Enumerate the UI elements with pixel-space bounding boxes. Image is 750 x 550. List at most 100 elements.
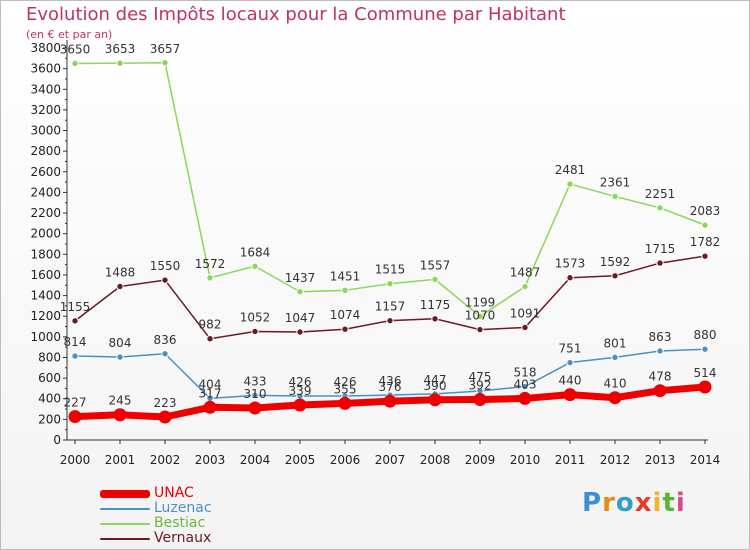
data-label-luzenac: 433 xyxy=(244,374,267,388)
data-label-unac: 227 xyxy=(64,396,87,410)
x-tick-label: 2014 xyxy=(690,453,721,467)
data-point-vernaux xyxy=(161,276,169,284)
data-label-bestiac: 1199 xyxy=(465,295,496,309)
data-label-bestiac: 1515 xyxy=(375,263,406,277)
data-point-vernaux xyxy=(116,282,124,291)
data-label-vernaux: 1175 xyxy=(420,298,451,312)
y-tick-label: 2800 xyxy=(30,144,61,158)
data-label-vernaux: 1070 xyxy=(465,309,496,323)
data-point-luzenac xyxy=(611,353,619,362)
data-label-luzenac: 436 xyxy=(379,374,402,388)
data-label-bestiac: 3657 xyxy=(150,42,181,56)
data-point-bestiac xyxy=(296,288,304,296)
data-point-bestiac xyxy=(521,282,529,291)
data-point-bestiac xyxy=(476,312,484,321)
data-point-unac xyxy=(563,388,577,402)
data-label-unac: 514 xyxy=(694,366,717,380)
data-point-vernaux xyxy=(206,334,214,343)
data-label-unac: 392 xyxy=(469,379,492,393)
data-point-vernaux xyxy=(71,317,79,325)
axes: 0 200 400 600 800 1000 1200 1400 1600 1800 2000 220… xyxy=(30,40,720,467)
data-label-luzenac: 814 xyxy=(64,335,87,349)
data-label-unac: 410 xyxy=(604,377,627,391)
data-label-bestiac: 3650 xyxy=(60,42,91,56)
data-label-unac: 317 xyxy=(199,386,222,400)
y-tick-label: 1800 xyxy=(30,247,61,261)
x-tick-label: 2011 xyxy=(555,453,586,467)
x-tick-label: 2009 xyxy=(465,453,496,467)
data-point-luzenac xyxy=(701,345,709,353)
data-label-bestiac: 1684 xyxy=(240,245,271,259)
data-point-bestiac xyxy=(71,59,79,68)
y-tick-label: 3000 xyxy=(30,124,61,138)
data-point-unac xyxy=(698,380,712,394)
x-tick-label: 2013 xyxy=(645,453,676,467)
logo-letter: r xyxy=(602,488,616,518)
data-point-unac xyxy=(293,398,307,412)
data-point-luzenac xyxy=(566,358,574,367)
data-point-vernaux xyxy=(431,315,439,323)
data-label-unac: 355 xyxy=(334,382,357,396)
legend-swatch xyxy=(100,522,150,525)
y-tick-label: 3600 xyxy=(30,62,61,76)
data-point-luzenac xyxy=(251,391,259,400)
data-label-unac: 478 xyxy=(649,370,672,384)
data-label-unac: 403 xyxy=(514,377,537,391)
y-tick-label: 2000 xyxy=(30,227,61,241)
data-label-luzenac: 801 xyxy=(604,336,627,350)
data-label-vernaux: 1488 xyxy=(105,266,136,280)
data-label-unac: 390 xyxy=(424,379,447,393)
x-tick-label: 2010 xyxy=(510,453,541,467)
data-point-unac xyxy=(608,391,622,405)
data-label-vernaux: 1047 xyxy=(285,311,316,325)
data-point-bestiac xyxy=(386,280,394,288)
data-label-bestiac: 3653 xyxy=(105,42,136,56)
data-point-vernaux xyxy=(251,327,259,336)
data-point-vernaux xyxy=(341,325,349,333)
y-tick-label: 400 xyxy=(38,392,61,406)
data-point-vernaux xyxy=(611,272,619,280)
data-point-vernaux xyxy=(296,328,304,336)
data-label-vernaux: 1091 xyxy=(510,306,541,320)
data-point-luzenac xyxy=(116,353,124,361)
x-tick-label: 2007 xyxy=(375,453,406,467)
data-point-unac xyxy=(428,393,442,407)
y-tick-label: 600 xyxy=(38,371,61,385)
legend-swatch xyxy=(100,489,150,498)
data-point-unac xyxy=(203,400,217,414)
data-point-bestiac xyxy=(566,180,574,188)
data-label-vernaux: 1157 xyxy=(375,300,406,314)
y-tick-label: 200 xyxy=(38,412,61,426)
logo-letter: o xyxy=(615,488,635,518)
data-point-vernaux xyxy=(476,325,484,334)
data-label-vernaux: 1052 xyxy=(240,310,271,324)
legend-item-luzenac: Luzenac xyxy=(100,501,212,516)
data-label-luzenac: 880 xyxy=(694,328,717,342)
data-label-unac: 245 xyxy=(109,394,132,408)
data-point-unac xyxy=(113,408,127,422)
data-label-bestiac: 2361 xyxy=(600,175,631,189)
data-label-vernaux: 1573 xyxy=(555,257,586,271)
data-point-luzenac xyxy=(161,350,169,358)
data-label-luzenac: 836 xyxy=(154,333,177,347)
data-label-luzenac: 404 xyxy=(199,377,222,391)
logo-letter: i xyxy=(675,488,686,518)
data-point-vernaux xyxy=(521,323,529,332)
data-point-vernaux xyxy=(566,274,574,282)
data-label-vernaux: 1592 xyxy=(600,255,631,269)
chart-subtitle: (en € et par an) xyxy=(26,28,113,41)
data-label-bestiac: 1437 xyxy=(285,271,316,285)
x-tick-label: 2003 xyxy=(195,453,226,467)
series-line-bestiac xyxy=(74,62,706,318)
legend-item-unac: UNAC xyxy=(100,486,212,501)
data-point-bestiac xyxy=(701,221,709,229)
data-point-unac xyxy=(473,393,487,407)
legend-label: Bestiac xyxy=(154,515,206,531)
data-point-vernaux xyxy=(701,252,709,260)
y-tick-label: 2600 xyxy=(30,165,61,179)
data-label-luzenac: 475 xyxy=(469,370,492,384)
data-label-vernaux: 1155 xyxy=(60,300,91,314)
data-label-bestiac: 1451 xyxy=(330,269,361,283)
data-point-luzenac xyxy=(656,347,664,355)
